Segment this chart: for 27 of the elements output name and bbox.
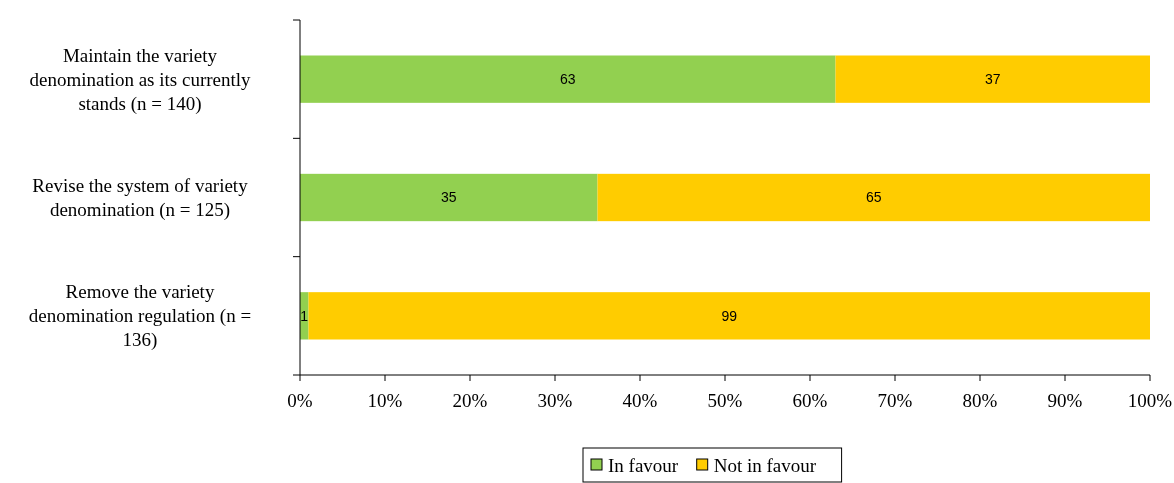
legend-label: Not in favour [713, 454, 817, 476]
x-tick-label: 30% [537, 390, 573, 411]
data-label: 1 [300, 307, 309, 324]
bar [300, 173, 598, 222]
x-tick-label: 60% [792, 390, 828, 411]
data-label: 37 [984, 71, 1001, 88]
bar [835, 55, 1150, 103]
bar [597, 173, 1150, 222]
y-tick-label: Revise the system of variety denomination (n = 125) [32, 175, 249, 222]
x-tick-label: 20% [452, 390, 488, 411]
data-label: 63 [559, 71, 576, 88]
bar [300, 55, 836, 103]
legend-label: In favour [608, 454, 679, 476]
data-label: 35 [440, 189, 457, 206]
x-tick-label: 90% [1047, 390, 1083, 411]
x-tick-label: 0% [287, 390, 313, 411]
data-label: 65 [865, 189, 882, 206]
data-label: 99 [721, 307, 738, 324]
x-tick-label: 50% [707, 390, 743, 411]
x-tick-label: 10% [367, 390, 403, 411]
y-tick-label: Maintain the variety denomination as its currently stands (n = 140) [29, 44, 252, 115]
x-tick-label: 40% [622, 390, 658, 411]
x-tick-label: 80% [962, 390, 998, 411]
x-tick-label: 70% [877, 390, 913, 411]
bar [308, 292, 1150, 340]
x-tick-label: 100% [1127, 390, 1173, 411]
y-tick-label: Remove the variety denomination regulation (n = 136) [28, 281, 252, 352]
